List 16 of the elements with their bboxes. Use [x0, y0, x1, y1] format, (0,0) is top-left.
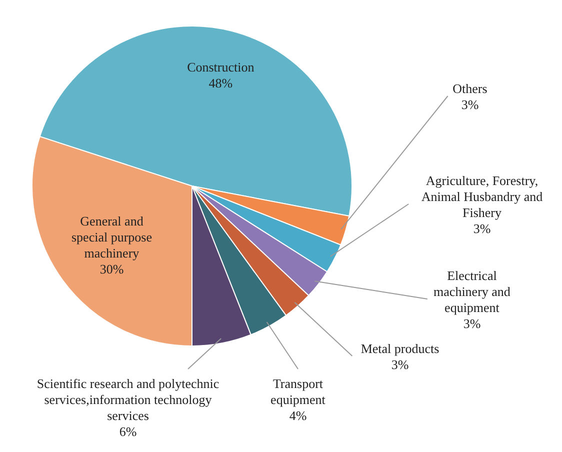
- slice-label: Transport equipment: [270, 376, 326, 407]
- slice-label: Agriculture, Forestry, Animal Husbandry and Fishery: [421, 173, 544, 220]
- slice-label: Construction: [187, 59, 255, 74]
- data-label: 30%: [100, 261, 124, 276]
- data-label: 3%: [391, 357, 409, 372]
- slice-label: Scientific research and polytechnic services,information technology services: [36, 376, 220, 423]
- data-label: 4%: [289, 408, 307, 423]
- slice-label: Others: [452, 81, 488, 96]
- data-label: 3%: [463, 316, 481, 331]
- slice-label: Metal products: [360, 341, 440, 356]
- data-label: 3%: [473, 221, 491, 236]
- data-label: 3%: [461, 97, 479, 112]
- slice-label: General and special purpose machinery: [71, 213, 152, 260]
- data-label: 48%: [208, 75, 233, 90]
- slice-label: Electrical machinery and equipment: [434, 268, 511, 315]
- data-label: 6%: [119, 424, 137, 439]
